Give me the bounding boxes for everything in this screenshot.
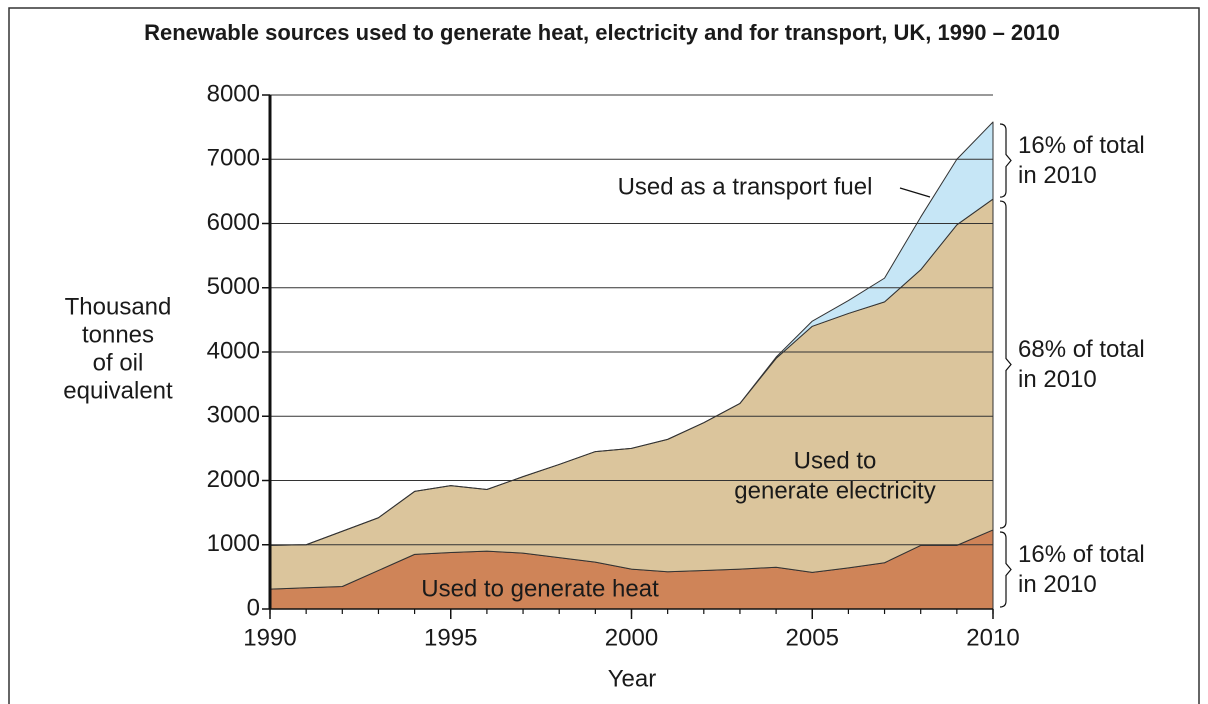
- bracket: [999, 531, 1012, 608]
- bracket-label: in 2010: [1018, 571, 1097, 598]
- y-tick-label: 5000: [207, 273, 260, 300]
- y-axis-label: of oil: [93, 349, 144, 376]
- bracket: [999, 123, 1012, 198]
- y-tick-label: 1000: [207, 530, 260, 557]
- y-tick-label: 3000: [207, 402, 260, 429]
- bracket-label: 16% of total: [1018, 541, 1145, 568]
- bracket-label: 16% of total: [1018, 132, 1145, 159]
- series-label: Used to: [794, 447, 877, 474]
- chart-title: Renewable sources used to generate heat,…: [144, 20, 1060, 45]
- leader-line: [899, 187, 931, 198]
- series-label: generate electricity: [734, 477, 935, 504]
- frame: [8, 7, 1200, 704]
- y-tick-label: 7000: [207, 145, 260, 172]
- bracket-label: in 2010: [1018, 366, 1097, 393]
- area: [269, 121, 994, 546]
- y-tick-label: 2000: [207, 466, 260, 493]
- x-tick-label: 2010: [966, 624, 1019, 651]
- x-tick-label: 1995: [424, 624, 477, 651]
- x-tick-label: 2005: [786, 624, 839, 651]
- series-label: Used as a transport fuel: [618, 173, 873, 200]
- x-axis-label: Year: [608, 665, 657, 692]
- area: [269, 198, 994, 590]
- bracket: [999, 200, 1012, 529]
- series-label: Used to generate heat: [421, 575, 659, 602]
- bracket-label: 68% of total: [1018, 336, 1145, 363]
- y-axis-label: tonnes: [82, 321, 154, 348]
- y-tick-label: 0: [247, 594, 260, 621]
- y-axis-label: equivalent: [63, 377, 173, 404]
- y-tick-label: 6000: [207, 209, 260, 236]
- x-tick-label: 2000: [605, 624, 658, 651]
- y-tick-label: 4000: [207, 337, 260, 364]
- x-tick-label: 1990: [243, 624, 296, 651]
- bracket-label: in 2010: [1018, 162, 1097, 189]
- y-axis-label: Thousand: [65, 293, 172, 320]
- y-tick-label: 8000: [207, 80, 260, 107]
